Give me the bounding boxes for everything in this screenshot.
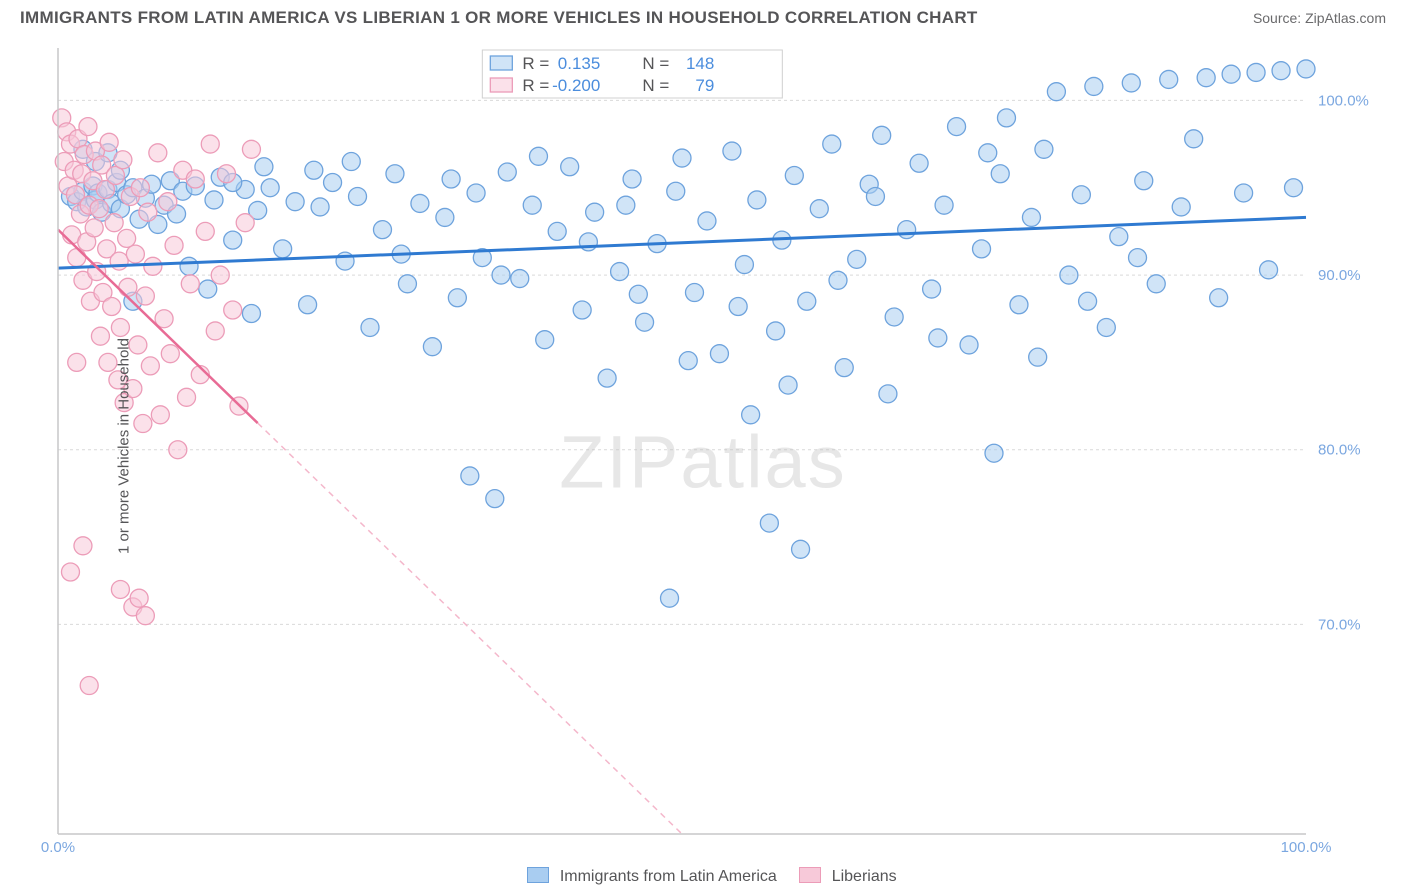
svg-text:R =: R = bbox=[522, 54, 549, 73]
svg-text:80.0%: 80.0% bbox=[1318, 442, 1361, 459]
chart-container: 1 or more Vehicles in Household ZIPatlas… bbox=[20, 40, 1386, 852]
scatter-plot: 70.0% 80.0% 90.0% 100.0% 0.0% 100.0% R = 0.135 N… bbox=[20, 40, 1386, 852]
bottom-legend: Immigrants from Latin America Liberians bbox=[0, 867, 1406, 886]
legend-swatch-blue bbox=[527, 867, 549, 883]
y-axis-label: 1 or more Vehicles in Household bbox=[115, 338, 132, 554]
svg-text:70.0%: 70.0% bbox=[1318, 616, 1361, 633]
svg-text:79: 79 bbox=[695, 76, 714, 95]
svg-text:90.0%: 90.0% bbox=[1318, 267, 1361, 284]
source-label: Source: ZipAtlas.com bbox=[1253, 10, 1386, 26]
legend-label-blue: Immigrants from Latin America bbox=[560, 868, 777, 885]
chart-title: IMMIGRANTS FROM LATIN AMERICA VS LIBERIA… bbox=[20, 8, 978, 28]
svg-text:0.135: 0.135 bbox=[558, 54, 601, 73]
legend-label-pink: Liberians bbox=[832, 868, 897, 885]
svg-text:-0.200: -0.200 bbox=[552, 76, 600, 95]
legend-swatch-pink bbox=[799, 867, 821, 883]
svg-text:R =: R = bbox=[522, 76, 549, 95]
svg-text:100.0%: 100.0% bbox=[1318, 92, 1369, 109]
svg-text:100.0%: 100.0% bbox=[1281, 839, 1332, 852]
svg-text:0.0%: 0.0% bbox=[41, 839, 75, 852]
svg-text:148: 148 bbox=[686, 54, 714, 73]
svg-text:N =: N = bbox=[642, 76, 669, 95]
svg-text:N =: N = bbox=[642, 54, 669, 73]
